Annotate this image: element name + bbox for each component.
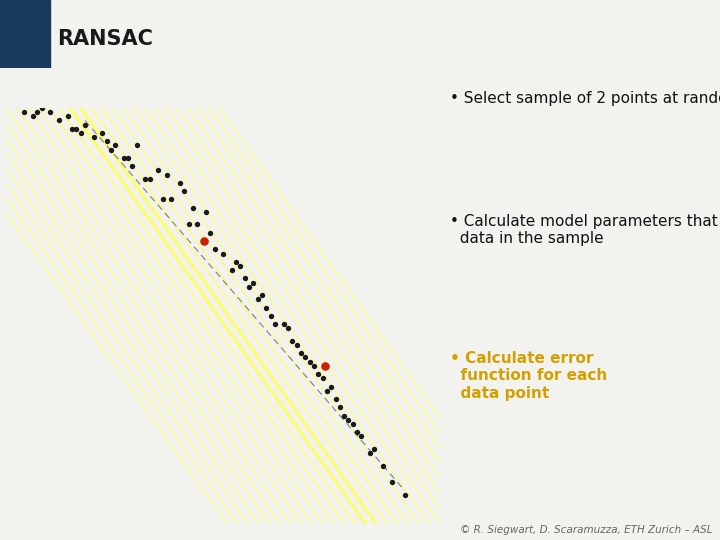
Point	[364, 449, 376, 457]
Point	[174, 179, 186, 187]
Point	[265, 312, 276, 320]
Point	[36, 104, 48, 112]
Point	[304, 357, 315, 366]
Point	[27, 112, 39, 120]
Point	[338, 411, 350, 420]
Text: • Select sample of 2 points at random: • Select sample of 2 points at random	[450, 91, 720, 106]
Point	[399, 490, 410, 499]
Point	[19, 108, 30, 117]
Text: © R. Siegwart, D. Scaramuzza, ETH Zurich – ASL: © R. Siegwart, D. Scaramuzza, ETH Zurich…	[460, 525, 713, 535]
Point	[161, 170, 173, 179]
Point	[252, 295, 264, 303]
Point	[256, 291, 268, 299]
Point	[183, 220, 194, 229]
Point	[109, 141, 121, 150]
Point	[261, 303, 272, 312]
Point	[248, 278, 259, 287]
Point	[321, 387, 333, 395]
Point	[96, 129, 108, 137]
Text: RANSAC: RANSAC	[58, 29, 153, 49]
Point	[386, 478, 397, 487]
Text: • Calculate model parameters that fit the
  data in the sample: • Calculate model parameters that fit th…	[450, 214, 720, 246]
Point	[118, 153, 130, 162]
Point	[317, 374, 328, 382]
Point	[217, 249, 229, 258]
Point	[79, 120, 91, 129]
Point	[334, 403, 346, 411]
Point	[157, 195, 168, 204]
Point	[32, 108, 43, 117]
Point	[179, 187, 190, 195]
Point	[200, 207, 212, 216]
Point	[269, 320, 281, 328]
Point	[204, 228, 216, 237]
Point	[105, 145, 117, 154]
Point	[235, 262, 246, 271]
Point	[377, 461, 389, 470]
Point	[122, 153, 134, 162]
Point	[45, 108, 56, 117]
Point	[131, 141, 143, 150]
Point	[278, 320, 289, 328]
Point	[140, 174, 151, 183]
Point	[187, 204, 199, 212]
Point	[198, 237, 210, 245]
Point	[300, 353, 311, 362]
Point	[343, 416, 354, 424]
Point	[230, 258, 242, 266]
Point	[239, 274, 251, 283]
Text: • Calculate error
  function for each
  data point: • Calculate error function for each data…	[450, 351, 607, 401]
Point	[282, 324, 294, 333]
Point	[308, 361, 320, 370]
Point	[325, 382, 337, 391]
Point	[144, 174, 156, 183]
Point	[166, 195, 177, 204]
Point	[101, 137, 112, 146]
Point	[287, 336, 298, 345]
Point	[347, 420, 359, 428]
Point	[66, 125, 78, 133]
Point	[312, 370, 324, 379]
Point	[243, 282, 255, 291]
Point	[291, 341, 302, 349]
Point	[226, 266, 238, 274]
Point	[192, 220, 203, 229]
Point	[295, 349, 307, 357]
Point	[71, 125, 82, 133]
Point	[88, 133, 99, 141]
Point	[351, 428, 363, 437]
Point	[127, 162, 138, 171]
Point	[153, 166, 164, 175]
Bar	[0, 0, 50, 68]
Point	[330, 395, 341, 403]
Point	[319, 361, 330, 370]
Point	[369, 444, 380, 453]
Point	[356, 432, 367, 441]
Point	[75, 129, 86, 137]
Point	[209, 245, 220, 254]
Point	[53, 116, 65, 125]
Point	[62, 112, 73, 120]
